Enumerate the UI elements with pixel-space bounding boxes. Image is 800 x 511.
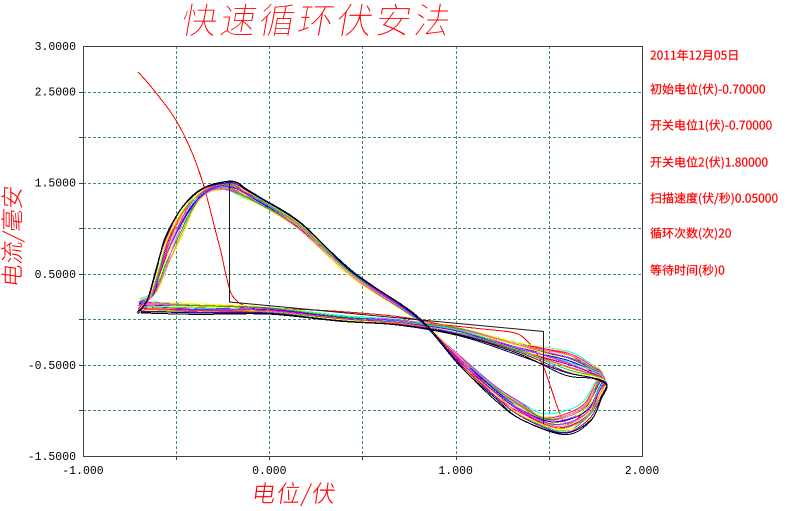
svg-text:0.000: 0.000 bbox=[252, 465, 287, 478]
svg-text:-1.000: -1.000 bbox=[62, 465, 104, 478]
svg-text:1.5000: 1.5000 bbox=[35, 178, 77, 191]
svg-text:1.000: 1.000 bbox=[438, 465, 473, 478]
svg-text:-1.5000: -1.5000 bbox=[28, 451, 76, 464]
svg-text:3.0000: 3.0000 bbox=[35, 41, 77, 54]
svg-text:0.5000: 0.5000 bbox=[35, 269, 77, 282]
svg-text:-0.5000: -0.5000 bbox=[28, 360, 76, 373]
svg-text:2.5000: 2.5000 bbox=[35, 87, 77, 100]
svg-text:2.000: 2.000 bbox=[625, 465, 660, 478]
